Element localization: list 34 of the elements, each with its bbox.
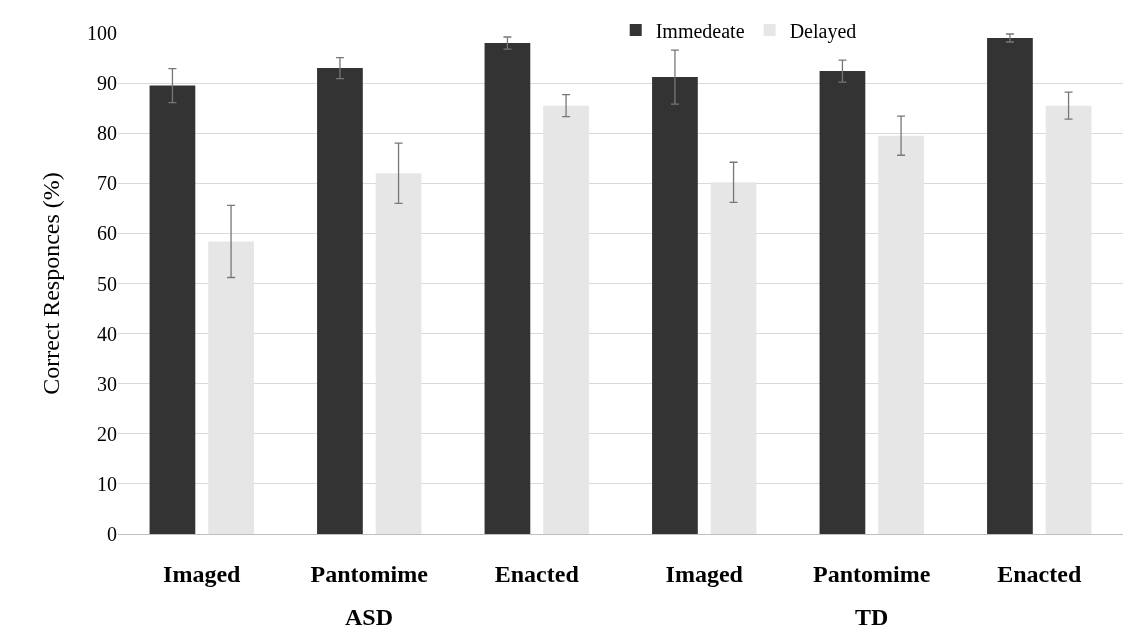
bar <box>317 68 363 534</box>
legend-label: Delayed <box>789 19 857 43</box>
x-tick-label: Imaged <box>163 560 242 587</box>
y-axis-title: Correct Responces (%) <box>38 172 65 395</box>
y-tick-label: 30 <box>97 372 117 395</box>
bar <box>208 241 254 534</box>
bar <box>375 173 422 534</box>
x-tick-label: Pantomime <box>813 560 931 587</box>
text: TD <box>855 604 889 630</box>
bar <box>543 105 589 534</box>
y-tick-label: 80 <box>97 122 117 145</box>
y-tick-label: 10 <box>97 472 117 495</box>
bar <box>1045 105 1092 534</box>
bar <box>484 43 531 534</box>
bar <box>878 135 924 534</box>
text: ASD <box>345 604 394 630</box>
x-tick-label: Pantomime <box>310 560 429 587</box>
y-tick-label: 70 <box>97 172 117 195</box>
y-tick-label: 20 <box>97 422 117 445</box>
x-tick-label: Enacted <box>494 560 580 587</box>
y-tick-label: 60 <box>97 222 117 245</box>
y-tick-label: 40 <box>97 322 117 345</box>
legend-label: Immedeate <box>655 19 745 42</box>
y-tick-label: 0 <box>107 523 117 545</box>
bar <box>652 77 698 534</box>
bar <box>710 182 757 534</box>
y-tick-label: 50 <box>97 272 117 295</box>
bar <box>149 85 196 534</box>
y-tick-label: 90 <box>97 72 117 95</box>
y-tick-label: 100 <box>87 22 117 44</box>
bar <box>987 38 1033 534</box>
bar <box>819 71 866 534</box>
x-tick-label: Imaged <box>665 560 744 587</box>
x-tick-label: Enacted <box>997 560 1082 587</box>
